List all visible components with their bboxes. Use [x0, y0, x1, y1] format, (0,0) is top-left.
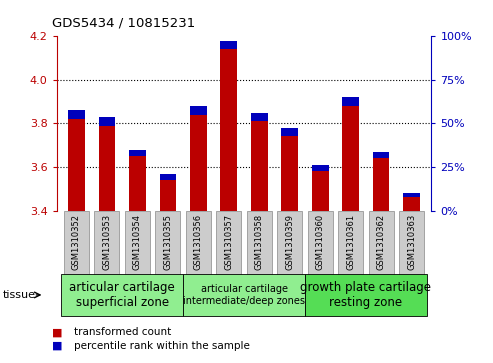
Bar: [220, 49, 237, 211]
Text: GDS5434 / 10815231: GDS5434 / 10815231: [52, 16, 195, 29]
Text: growth plate cartilage
resting zone: growth plate cartilage resting zone: [300, 281, 431, 309]
Bar: [282, 136, 298, 211]
Bar: [373, 158, 389, 211]
Bar: [68, 110, 85, 119]
Text: ■: ■: [52, 340, 62, 351]
Text: GSM1310355: GSM1310355: [163, 214, 173, 270]
Bar: [342, 106, 359, 211]
Bar: [190, 115, 207, 211]
Text: articular cartilage
superficial zone: articular cartilage superficial zone: [70, 281, 175, 309]
Bar: [373, 152, 389, 158]
Text: GSM1310356: GSM1310356: [194, 214, 203, 270]
Text: GSM1310360: GSM1310360: [316, 214, 325, 270]
Bar: [403, 197, 420, 211]
Bar: [129, 150, 146, 156]
FancyBboxPatch shape: [125, 211, 150, 276]
Bar: [312, 165, 328, 171]
FancyBboxPatch shape: [399, 211, 424, 276]
Text: tissue: tissue: [2, 290, 35, 300]
FancyBboxPatch shape: [186, 211, 211, 276]
Bar: [190, 106, 207, 115]
FancyBboxPatch shape: [247, 211, 272, 276]
Bar: [403, 193, 420, 197]
Bar: [251, 121, 268, 211]
FancyBboxPatch shape: [95, 211, 119, 276]
FancyBboxPatch shape: [338, 211, 363, 276]
Bar: [99, 126, 115, 211]
Text: GSM1310354: GSM1310354: [133, 214, 142, 270]
Text: GSM1310361: GSM1310361: [346, 214, 355, 270]
Text: GSM1310363: GSM1310363: [407, 214, 416, 270]
Text: ■: ■: [52, 327, 62, 337]
Text: GSM1310359: GSM1310359: [285, 214, 294, 270]
FancyBboxPatch shape: [216, 211, 241, 276]
Bar: [99, 117, 115, 126]
Bar: [68, 119, 85, 211]
Text: GSM1310353: GSM1310353: [103, 214, 111, 270]
Bar: [251, 113, 268, 121]
Text: GSM1310358: GSM1310358: [255, 214, 264, 270]
Bar: [342, 97, 359, 106]
Bar: [129, 156, 146, 211]
Bar: [312, 171, 328, 211]
Text: GSM1310357: GSM1310357: [224, 214, 233, 270]
Bar: [282, 128, 298, 136]
Bar: [160, 174, 176, 180]
Text: articular cartilage
intermediate/deep zones: articular cartilage intermediate/deep zo…: [183, 284, 305, 306]
FancyBboxPatch shape: [277, 211, 302, 276]
Text: GSM1310352: GSM1310352: [72, 214, 81, 270]
Bar: [220, 41, 237, 49]
Bar: [160, 180, 176, 211]
FancyBboxPatch shape: [64, 211, 89, 276]
Text: transformed count: transformed count: [74, 327, 171, 337]
Text: percentile rank within the sample: percentile rank within the sample: [74, 340, 250, 351]
Text: GSM1310362: GSM1310362: [377, 214, 386, 270]
FancyBboxPatch shape: [369, 211, 393, 276]
FancyBboxPatch shape: [155, 211, 180, 276]
FancyBboxPatch shape: [308, 211, 333, 276]
